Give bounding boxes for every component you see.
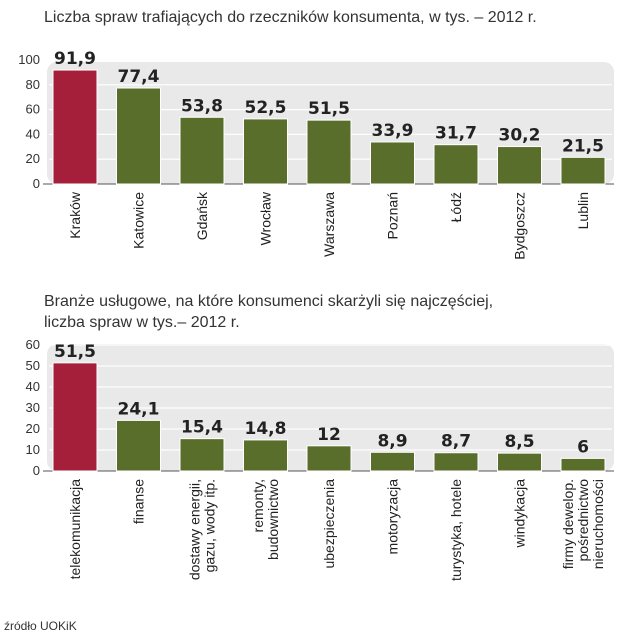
chart2-value-label: 15,4 xyxy=(181,418,223,438)
chart1-category-label: Kraków xyxy=(67,191,83,239)
chart2-bar xyxy=(497,452,542,472)
chart2-value-label: 24,1 xyxy=(118,399,160,419)
chart2-bar xyxy=(560,457,606,472)
chart1-title: Liczba spraw trafiających do rzeczników … xyxy=(44,9,537,26)
svg-text:firmy dewelop.pośrednictwonier: firmy dewelop.pośrednictwonieruchomości xyxy=(560,479,606,569)
svg-text:Bydgoszcz: Bydgoszcz xyxy=(512,192,528,260)
chart2-ytick-label: 60 xyxy=(26,337,40,352)
chart1-category-label: Bydgoszcz xyxy=(512,192,528,260)
svg-text:Wrocław: Wrocław xyxy=(258,191,274,245)
chart1-bar xyxy=(243,118,288,185)
chart2-value-label: 8,5 xyxy=(504,432,534,452)
chart2-svg: 0 10 20 30 40 50 60 51,5 telekomunikacja 24,1 fina… xyxy=(26,337,614,581)
chart1-value-label: 91,9 xyxy=(54,50,96,69)
chart1-category-label: Gdańsk xyxy=(194,191,210,240)
svg-text:finanse: finanse xyxy=(131,479,147,524)
chart2-ytick-label: 40 xyxy=(26,379,40,394)
chart1-value-label: 33,9 xyxy=(372,121,414,141)
chart2-category-label: motoryzacja xyxy=(385,479,401,555)
chart2-value-label: 14,8 xyxy=(245,419,287,439)
chart1-ytick-label: 100 xyxy=(18,52,40,67)
svg-text:windykacja: windykacja xyxy=(512,479,528,549)
chart1-value-label: 53,8 xyxy=(181,96,223,116)
chart1-category-label: Poznań xyxy=(385,192,401,239)
chart2-bar xyxy=(370,451,415,472)
chart1-svg: 0 20 40 60 80 100 91,9 Kraków 77,4 Katowice 53,8 Gd… xyxy=(18,50,614,260)
chart1-bar xyxy=(116,87,161,185)
chart1-bar xyxy=(497,146,542,185)
chart2-value-label: 8,7 xyxy=(441,432,471,452)
chart1-bar xyxy=(52,69,98,185)
chart1-ytick-label: 60 xyxy=(26,102,40,117)
chart2-ytick-label: 10 xyxy=(26,442,40,457)
chart2-ytick-label: 30 xyxy=(26,400,40,415)
chart1-value-label: 31,7 xyxy=(435,124,477,144)
chart2-category-label: dostawy energii,gazu, wody itp. xyxy=(187,479,218,580)
chart2-category-label: finanse xyxy=(131,479,147,524)
svg-text:motoryzacja: motoryzacja xyxy=(385,479,401,555)
chart2-ytick-label: 20 xyxy=(26,421,40,436)
chart1-ytick-label: 80 xyxy=(26,77,40,92)
chart2-category-label: telekomunikacja xyxy=(67,479,83,580)
svg-text:Katowice: Katowice xyxy=(131,192,147,249)
chart2-value-label: 8,9 xyxy=(377,431,407,451)
chart1-bar xyxy=(560,156,606,185)
chart1-ytick-label: 0 xyxy=(33,176,40,191)
chart2-bar xyxy=(243,439,288,472)
chart2-category-label: turystyka, hotele xyxy=(448,479,464,581)
source-note: źródło UOKiK xyxy=(4,619,77,633)
chart1-bar xyxy=(306,119,352,185)
svg-text:remonty,budownictwo: remonty,budownictwo xyxy=(250,479,281,560)
chart1-category-label: Łódź xyxy=(448,192,464,222)
chart2-category-label: remonty,budownictwo xyxy=(250,479,281,560)
svg-text:turystyka, hotele: turystyka, hotele xyxy=(448,479,464,581)
svg-text:Łódź: Łódź xyxy=(448,192,464,222)
chart2-bar xyxy=(116,419,161,472)
chart1-value-label: 51,5 xyxy=(308,99,350,119)
chart1-value-label: 77,4 xyxy=(118,67,160,87)
chart1-bar xyxy=(370,141,415,185)
chart1-value-label: 30,2 xyxy=(499,126,541,146)
svg-text:Gdańsk: Gdańsk xyxy=(194,191,210,240)
chart1-category-label: Lublin xyxy=(575,192,591,229)
svg-text:Lublin: Lublin xyxy=(575,192,591,229)
chart2-bar xyxy=(179,438,225,472)
chart2-value-label: 6 xyxy=(577,437,589,457)
svg-text:telekomunikacja: telekomunikacja xyxy=(67,479,83,580)
chart1-ytick-label: 40 xyxy=(26,126,40,141)
svg-text:dostawy energii,gazu, wody itp: dostawy energii,gazu, wody itp. xyxy=(187,479,218,580)
chart1-value-label: 52,5 xyxy=(245,98,287,118)
chart2-category-label: firmy dewelop.pośrednictwonieruchomości xyxy=(560,479,606,569)
chart2-bar xyxy=(306,445,352,472)
chart1-category-label: Wrocław xyxy=(258,191,274,245)
chart1-value-label: 21,5 xyxy=(562,136,604,156)
chart1-bar xyxy=(179,116,225,185)
chart1-ytick-label: 20 xyxy=(26,151,40,166)
chart1-category-label: Warszawa xyxy=(321,192,337,257)
chart2-title-line1: Branże usługowe, na które konsumenci ska… xyxy=(44,293,494,310)
chart2-ytick-label: 50 xyxy=(26,358,40,373)
chart2-category-label: windykacja xyxy=(512,479,528,549)
svg-text:Kraków: Kraków xyxy=(67,191,83,239)
chart2-ytick-label: 0 xyxy=(33,463,40,478)
chart2-value-label: 12 xyxy=(317,425,341,445)
chart2-bar xyxy=(52,362,98,472)
svg-text:Warszawa: Warszawa xyxy=(321,192,337,257)
svg-text:Poznań: Poznań xyxy=(385,192,401,239)
chart2-bar xyxy=(433,452,479,472)
svg-text:ubezpieczenia: ubezpieczenia xyxy=(321,479,337,569)
chart2-title-line2: liczba spraw w tys.– 2012 r. xyxy=(44,314,240,331)
chart2-value-label: 51,5 xyxy=(54,342,96,362)
chart1-category-label: Katowice xyxy=(131,192,147,249)
chart2-category-label: ubezpieczenia xyxy=(321,479,337,569)
chart1-bar xyxy=(433,144,479,185)
